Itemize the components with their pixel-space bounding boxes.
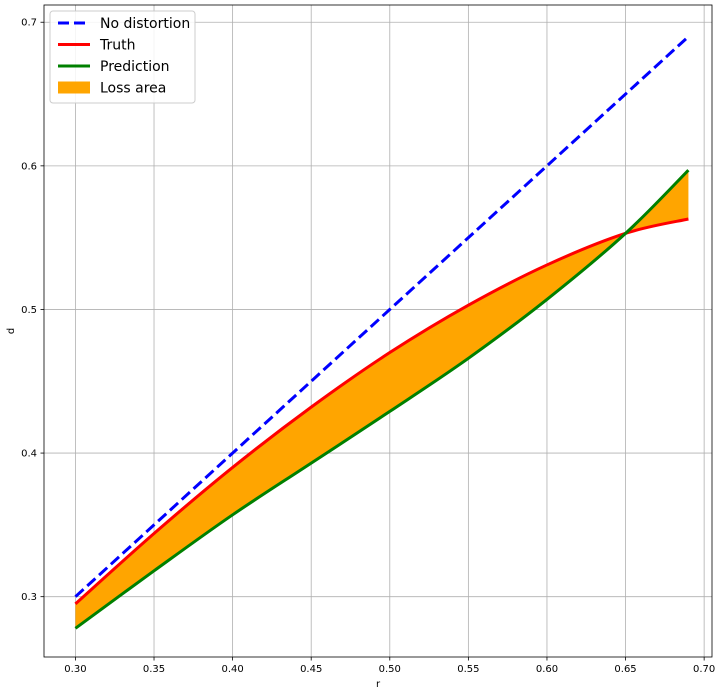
- legend-label: Loss area: [100, 81, 166, 97]
- x-tick-label: 0.60: [536, 664, 558, 675]
- plot-frame: [43, 4, 713, 658]
- legend-label: No distortion: [100, 16, 190, 32]
- x-tick-label: 0.45: [300, 664, 322, 675]
- legend-box: [49, 10, 196, 104]
- y-tick-label: 0.5: [21, 305, 37, 316]
- ticks: 0.30 0.35 0.40 0.45 0.50 0.55 0.60 0.65 0.70 0.3 0…: [21, 18, 715, 675]
- x-tick-label: 0.40: [221, 664, 243, 675]
- series-line-prediction: [74, 169, 690, 630]
- y-tick-label: 0.3: [21, 592, 37, 603]
- legend-label: Prediction: [100, 59, 170, 75]
- y-tick-label: 0.4: [21, 449, 37, 460]
- x-tick-label: 0.35: [143, 664, 165, 675]
- x-tick-label: 0.55: [457, 664, 479, 675]
- legend-label: Truth: [99, 38, 136, 54]
- series-line-no-distortion: [74, 35, 690, 598]
- loss-area-layer: [75, 170, 689, 629]
- x-tick-label: 0.70: [693, 664, 715, 675]
- x-tick-label: 0.30: [64, 664, 86, 675]
- x-axis-label: r: [376, 679, 381, 690]
- y-axis-label: d: [6, 328, 17, 334]
- y-tick-label: 0.7: [21, 18, 37, 29]
- y-tick-label: 0.6: [21, 161, 37, 172]
- legend-swatch: [58, 81, 90, 94]
- x-tick-label: 0.65: [614, 664, 636, 675]
- series-layer: [74, 35, 690, 630]
- x-tick-label: 0.50: [379, 664, 401, 675]
- grid: [44, 5, 712, 657]
- loss-area: [75, 170, 689, 629]
- legend: No distortion Truth Prediction Loss area: [49, 10, 196, 104]
- series-line-truth: [74, 217, 689, 605]
